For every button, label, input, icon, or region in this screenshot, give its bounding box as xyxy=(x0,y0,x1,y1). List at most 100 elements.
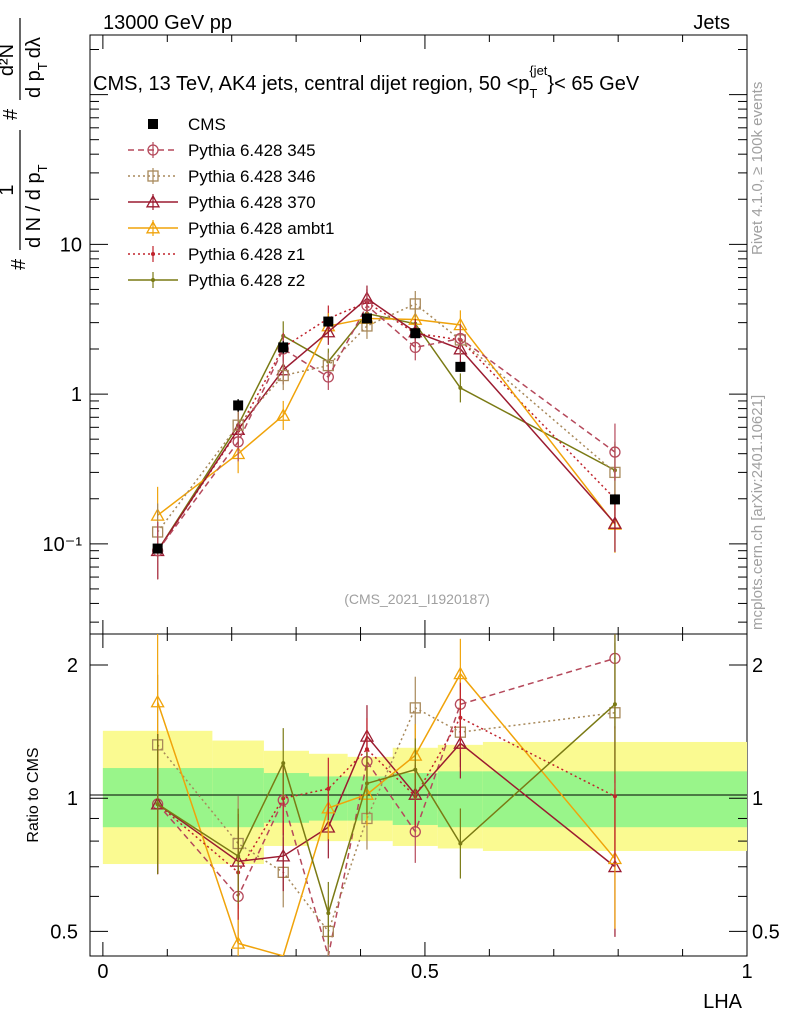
ylabel-frac1-num: 1 xyxy=(0,184,18,195)
ratio-point-p346 xyxy=(409,702,421,714)
ratio-line-z1 xyxy=(157,716,616,874)
ylabel-frac1-den-sub: T xyxy=(35,164,50,172)
point-p345 xyxy=(454,332,467,345)
legend-marker-z2 xyxy=(151,278,155,282)
ratio-point-z1 xyxy=(364,747,369,752)
point-p345 xyxy=(322,371,334,383)
point-ambt1 xyxy=(276,408,291,421)
point-p345 xyxy=(232,436,244,448)
chart-title-sup: {jet xyxy=(529,63,547,78)
legend-marker-ambt1 xyxy=(145,220,161,234)
ylabel-frac2-den-sub: T xyxy=(35,62,50,70)
point-cms xyxy=(278,342,289,353)
legend-label-p370: Pythia 6.428 370 xyxy=(188,193,316,212)
series-line-p346 xyxy=(157,303,616,533)
legend-marker-p346 xyxy=(147,170,159,182)
legend-marker-p345 xyxy=(147,144,159,156)
point-cms xyxy=(152,543,163,554)
analysis-id-annotation: (CMS_2021_I1920187) xyxy=(344,591,490,607)
ratio-point-z2 xyxy=(236,854,241,859)
ratio-point-ambt1 xyxy=(150,694,165,708)
x-tick-label: 0.5 xyxy=(411,961,439,983)
series-line-p345 xyxy=(157,304,616,552)
ratio-y-tick-label-left: 1 xyxy=(67,788,78,810)
ratio-y-tick-label-right: 0.5 xyxy=(752,921,780,943)
point-p346 xyxy=(409,298,421,310)
point-cms xyxy=(455,361,466,372)
ratio-line-p370 xyxy=(157,734,616,868)
legend-label-p346: Pythia 6.428 346 xyxy=(188,167,316,186)
legend-label-cms: CMS xyxy=(188,115,226,134)
chart-title-prefix: CMS, 13 TeV, AK4 jets, central dijet reg… xyxy=(93,73,529,95)
x-tick-label: 1 xyxy=(741,961,752,983)
series-line-z2 xyxy=(157,312,616,552)
legend-label-z1: Pythia 6.428 z1 xyxy=(188,245,305,264)
ylabel-frac1-den: d N / d pT xyxy=(23,164,50,248)
point-p346 xyxy=(277,369,289,382)
ratio-series xyxy=(150,634,623,956)
ratio-line-p346 xyxy=(157,706,616,934)
chart-title-suffix: }< 65 GeV xyxy=(547,73,639,95)
point-cms xyxy=(410,328,421,339)
point-cms xyxy=(323,316,334,327)
ratio-point-z2 xyxy=(155,802,160,807)
series-line-p370 xyxy=(157,297,616,552)
main-y-axis-label: # 1 d N / d pT # d²N d pTdλ xyxy=(0,18,50,270)
point-cms xyxy=(609,494,620,505)
point-p345 xyxy=(609,446,621,458)
point-cms xyxy=(361,313,372,324)
ratio-y-tick-label-right: 1 xyxy=(752,788,763,810)
ratio-y-tick-label-right: 2 xyxy=(752,655,763,677)
chart-title-sub: T xyxy=(529,86,537,101)
ylabel-frac2-den-a: d p xyxy=(23,70,45,98)
ratio-point-z2 xyxy=(458,841,463,846)
chart-title: CMS, 13 TeV, AK4 jets, central dijet reg… xyxy=(93,63,640,101)
main-y-tick-label: 10⁻¹ xyxy=(43,534,83,556)
ratio-y-tick-label-left: 0.5 xyxy=(50,921,78,943)
point-cms xyxy=(233,400,244,411)
header-left: 13000 GeV pp xyxy=(103,12,232,34)
ratio-point-z1 xyxy=(612,794,617,799)
legend-marker-p370 xyxy=(145,194,161,208)
legend: CMS Pythia 6.428 345 Pythia 6.428 346 Pythi… xyxy=(128,115,334,290)
x-tick-label: 0 xyxy=(97,961,108,983)
ylabel-frac2-den-b: dλ xyxy=(23,37,45,58)
point-p345 xyxy=(361,299,373,312)
legend-label-ambt1: Pythia 6.428 ambt1 xyxy=(188,219,334,238)
ylabel-frac2-num: d²N xyxy=(0,44,18,76)
ratio-uncertainty-bands xyxy=(102,730,747,865)
ratio-line-p345 xyxy=(157,657,616,956)
legend-label-z2: Pythia 6.428 z2 xyxy=(188,271,305,290)
point-p345 xyxy=(409,341,421,354)
ratio-point-z2 xyxy=(413,767,418,772)
ratio-line-ambt1 xyxy=(156,672,616,956)
ratio-y-axis-label: Ratio to CMS xyxy=(25,747,42,842)
ratio-point-z2 xyxy=(326,911,331,916)
ratio-point-z1 xyxy=(326,786,331,791)
mcplots-side-label: mcplots.cern.ch [arXiv:2401.10621] xyxy=(749,395,766,630)
ratio-point-ambt1 xyxy=(231,935,246,949)
main-series xyxy=(150,285,623,580)
series-line-ambt1 xyxy=(157,317,616,525)
ratio-point-z2 xyxy=(281,761,286,766)
ratio-point-ambt1 xyxy=(453,666,468,680)
legend-label-p345: Pythia 6.428 345 xyxy=(188,141,316,160)
point-p370 xyxy=(321,324,336,338)
ylabel-frac1-den-text: d N / d p xyxy=(23,172,45,248)
point-p370 xyxy=(607,516,623,529)
ratio-point-z2 xyxy=(612,702,617,707)
point-z2 xyxy=(458,385,463,390)
ratio-y-tick-label-left: 2 xyxy=(67,655,78,677)
ratio-line-z2 xyxy=(157,703,616,916)
header-right: Jets xyxy=(693,12,730,34)
x-axis-label: LHA xyxy=(703,991,743,1013)
ratio-point-z2 xyxy=(364,781,369,786)
main-y-tick-label: 1 xyxy=(71,384,82,406)
legend-marker-z1 xyxy=(151,252,155,256)
legend-marker-cms xyxy=(148,119,158,129)
ylabel-hash-2: # xyxy=(0,108,22,120)
series-line-z1 xyxy=(157,301,616,552)
ylabel-frac2-den: d pTdλ xyxy=(23,37,50,98)
